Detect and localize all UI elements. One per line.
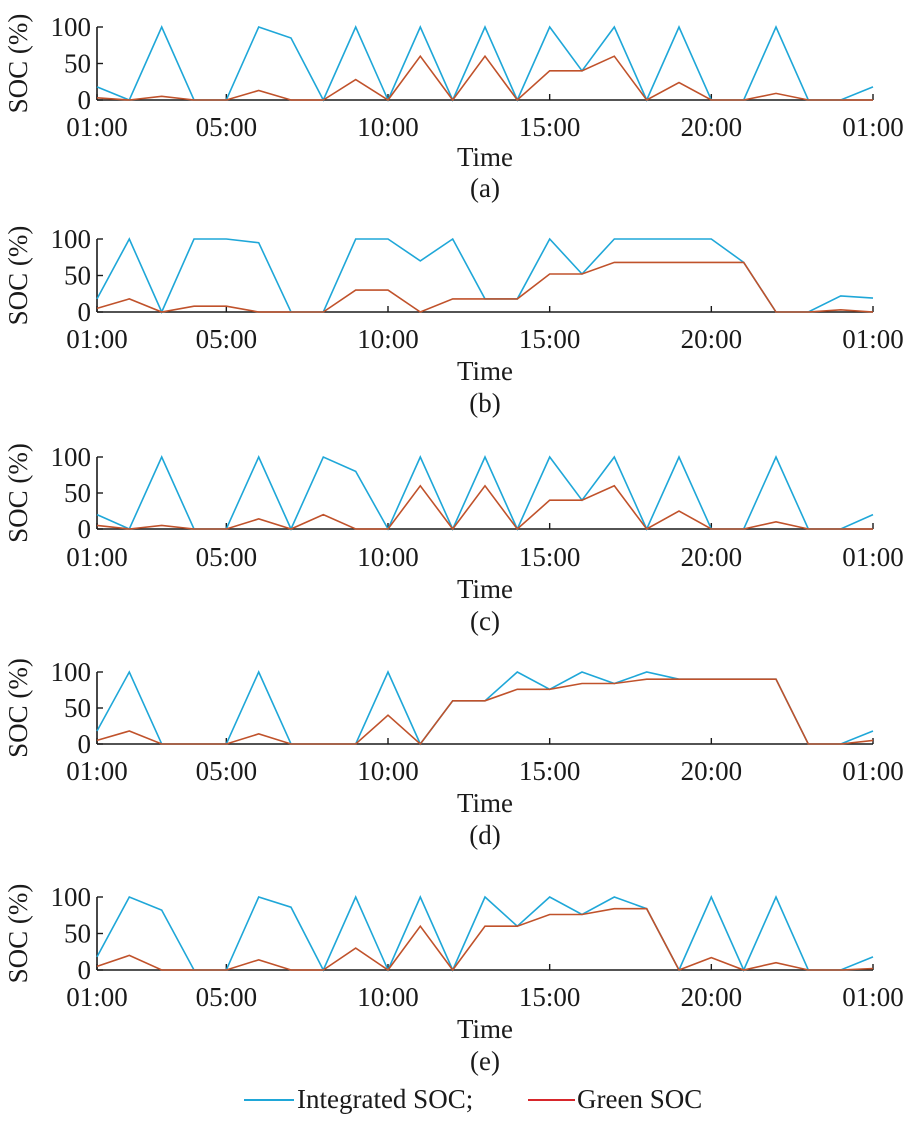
y-axis-label: SOC (%): [3, 14, 33, 114]
y-tick-label: 0: [78, 85, 92, 115]
x-tick-label: 01:00: [66, 112, 128, 142]
y-tick-label: 50: [64, 693, 91, 723]
x-tick-label: 15:00: [519, 982, 581, 1012]
green-soc-line: [96, 54, 873, 102]
legend-integrated-label: Integrated SOC;: [297, 1084, 473, 1114]
x-tick-label: 01:00: [842, 112, 904, 142]
integrated-soc-line: [96, 237, 874, 314]
x-tick-label: 01:00: [842, 982, 904, 1012]
y-tick-label: 0: [78, 297, 92, 327]
x-tick-label: 20:00: [681, 112, 743, 142]
chart-panel-a: 0 50 100 01:00 05:00 10:00 15:00 20:00 01:00 SOC …: [3, 12, 904, 203]
y-axis-label: SOC (%): [3, 658, 33, 758]
y-axis-label: SOC (%): [3, 226, 33, 326]
x-tick-label: 15:00: [519, 112, 581, 142]
y-tick-label: 100: [51, 224, 92, 254]
x-tick-label: 05:00: [196, 324, 258, 354]
x-tick-label: 01:00: [842, 542, 904, 572]
x-tick-label: 10:00: [357, 112, 419, 142]
integrated-soc-line: [96, 670, 874, 746]
y-tick-label: 100: [51, 882, 92, 912]
y-tick-label: 100: [51, 657, 92, 687]
y-axis-label: SOC (%): [3, 443, 33, 543]
green-soc-line: [96, 907, 874, 972]
green-soc-line: [96, 484, 873, 531]
y-tick-label: 50: [64, 478, 91, 508]
x-axis-label: Time: [457, 142, 513, 172]
x-tick-label: 05:00: [196, 756, 258, 786]
x-tick-label: 20:00: [681, 542, 743, 572]
x-axis-label: Time: [457, 1014, 513, 1044]
y-tick-label: 100: [51, 442, 92, 472]
x-tick-label: 05:00: [196, 542, 258, 572]
chart-panel-e: 0 50 100 01:00 05:00 10:00 15:00 20:00 01:00 SOC …: [3, 882, 904, 1076]
chart-panel-d: 0 50 100 01:00 05:00 10:00 15:00 20:00 01:00 SOC …: [3, 657, 904, 850]
y-tick-label: 100: [51, 12, 92, 42]
integrated-soc-line: [96, 455, 874, 531]
y-axis-label: SOC (%): [3, 884, 33, 984]
y-tick-label: 50: [64, 49, 91, 79]
y-tick-label: 50: [64, 919, 91, 949]
panel-label: (b): [469, 388, 500, 418]
x-axis-label: Time: [457, 574, 513, 604]
integrated-soc-line: [96, 25, 874, 102]
integrated-soc-line: [96, 895, 874, 972]
x-tick-label: 01:00: [66, 982, 128, 1012]
chart-panel-c: 0 50 100 01:00 05:00 10:00 15:00 20:00 01:00 SOC …: [3, 442, 904, 636]
x-tick-label: 15:00: [519, 324, 581, 354]
panel-label: (a): [470, 173, 500, 203]
x-tick-label: 10:00: [357, 982, 419, 1012]
y-tick-label: 0: [78, 729, 92, 759]
y-tick-label: 50: [64, 261, 91, 291]
panel-label: (c): [470, 606, 500, 636]
x-tick-label: 10:00: [357, 756, 419, 786]
x-axis-label: Time: [457, 788, 513, 818]
panel-label: (e): [470, 1046, 500, 1076]
x-tick-label: 15:00: [519, 756, 581, 786]
x-tick-label: 20:00: [681, 324, 743, 354]
x-tick-label: 01:00: [66, 756, 128, 786]
green-soc-line: [96, 261, 874, 313]
x-tick-label: 10:00: [357, 542, 419, 572]
x-tick-label: 01:00: [842, 324, 904, 354]
chart-panel-b: 0 50 100 01:00 05:00 10:00 15:00 20:00 01:00 SOC …: [3, 224, 904, 418]
x-tick-label: 01:00: [842, 756, 904, 786]
x-tick-label: 15:00: [519, 542, 581, 572]
y-tick-label: 0: [78, 955, 92, 985]
x-tick-label: 01:00: [66, 542, 128, 572]
x-tick-label: 20:00: [681, 982, 743, 1012]
panel-label: (d): [469, 820, 500, 850]
x-tick-label: 20:00: [681, 756, 743, 786]
x-tick-label: 05:00: [196, 982, 258, 1012]
y-tick-label: 0: [78, 514, 92, 544]
x-tick-label: 05:00: [196, 112, 258, 142]
green-soc-line: [96, 678, 874, 746]
legend-green-label: Green SOC: [577, 1084, 702, 1114]
legend: Integrated SOC; Green SOC: [244, 1084, 702, 1114]
x-tick-label: 10:00: [357, 324, 419, 354]
x-axis-label: Time: [457, 356, 513, 386]
x-tick-label: 01:00: [66, 324, 128, 354]
